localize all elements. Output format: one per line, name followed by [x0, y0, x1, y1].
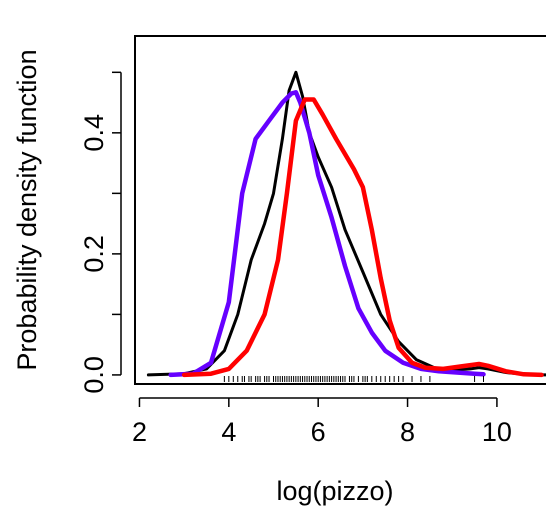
- series-layer: [146, 70, 546, 378]
- x-axis-title: log(pizzo): [276, 476, 393, 506]
- rug-layer: [223, 376, 485, 382]
- x-tick-label: 10: [482, 417, 512, 447]
- y-tick-label: 0.2: [79, 235, 109, 273]
- x-axis: 2 4 6 8 10: [132, 397, 512, 447]
- density-line-1: [146, 70, 546, 377]
- density-line-3: [181, 97, 544, 378]
- y-tick-label: 0.4: [79, 114, 109, 152]
- x-tick-label: 4: [221, 417, 236, 447]
- y-axis-title: Probability density function: [12, 49, 42, 370]
- plot-area-frame: [134, 35, 546, 385]
- x-tick-label: 2: [132, 417, 147, 447]
- y-tick-label: 0.0: [79, 356, 109, 394]
- y-axis: 0.0 0.2 0.4: [79, 71, 122, 394]
- x-tick-label: 6: [311, 417, 326, 447]
- x-tick-label: 8: [400, 417, 415, 447]
